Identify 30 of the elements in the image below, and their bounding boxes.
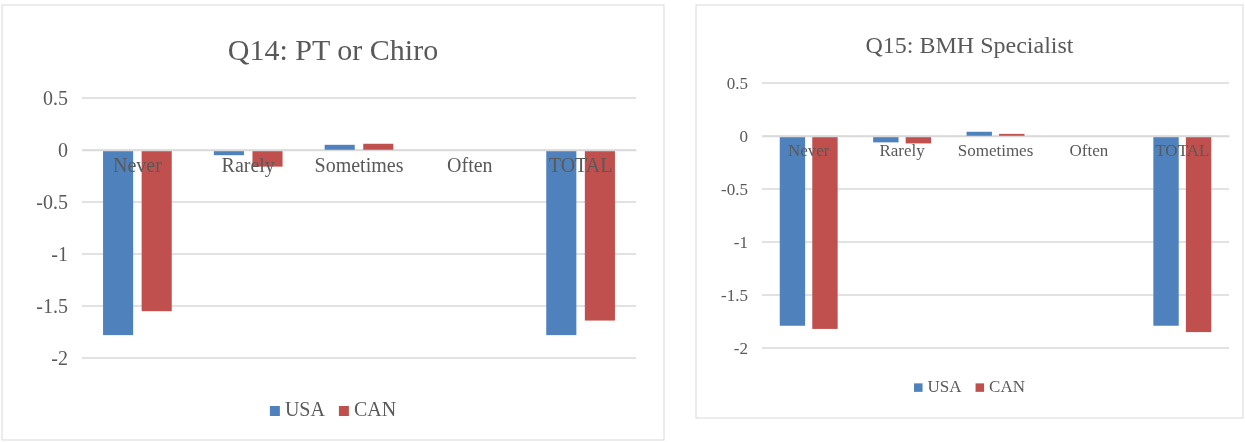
y-tick-label: 0.5 [43,86,68,109]
chart-title: Q15: BMH Specialist [865,32,1074,58]
y-tick-label: -1 [51,242,68,265]
legend-label: CAN [989,376,1025,396]
x-tick-label: Never [112,154,163,177]
legend-label: CAN [353,398,397,420]
x-tick-label: Sometimes [957,141,1034,161]
y-tick-label: -0.5 [36,190,68,213]
y-tick-label: -2 [51,346,68,369]
x-tick-label: Rarely [879,141,926,161]
y-tick-label: 0.5 [726,73,748,93]
y-tick-label: -0.5 [721,179,748,199]
bar [363,143,394,150]
legend-label: USA [927,376,963,396]
x-tick-label: Often [1069,141,1109,161]
x-tick-label: Rarely [221,154,275,178]
x-tick-label: Never [787,141,830,161]
y-tick-label: 0 [58,138,68,161]
legend-label: USA [284,398,326,420]
x-tick-label: Often [447,154,493,177]
y-tick-label: 0 [739,126,748,146]
x-tick-label: TOTAL [1155,141,1210,161]
y-tick-label: -2 [733,338,748,358]
x-tick-label: Sometimes [314,154,404,177]
y-tick-label: -1.5 [36,294,68,317]
y-tick-label: -1.5 [721,285,748,305]
bar [324,144,355,150]
chart-title: Q14: PT or Chiro [227,33,439,66]
x-tick-label: TOTAL [548,154,613,177]
y-tick-label: -1 [733,232,748,252]
